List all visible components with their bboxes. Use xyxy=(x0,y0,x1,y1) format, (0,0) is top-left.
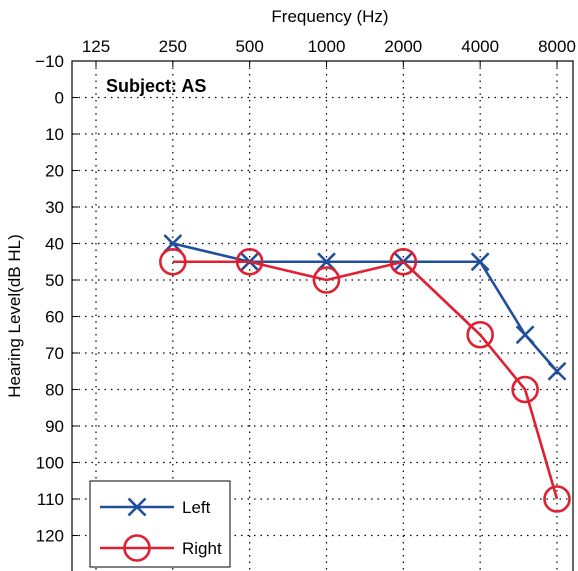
x-marker xyxy=(317,252,336,272)
y-tick-label: 70 xyxy=(45,344,64,363)
circle-marker xyxy=(466,320,494,349)
legend-item-right: Right xyxy=(100,534,222,562)
tick-layer: 125 250 500 1000 2000 4000 8000 −10 0 10 20 30 40 50 6… xyxy=(35,37,576,546)
x-tick-label: 250 xyxy=(159,37,187,56)
y-tick-label: 50 xyxy=(45,271,64,290)
y-axis-title: Hearing Level(dB HL) xyxy=(5,234,24,397)
plot-frame xyxy=(71,60,574,571)
x-marker xyxy=(470,252,490,272)
y-tick-label: 110 xyxy=(37,490,64,509)
legend-item-left: Left xyxy=(100,497,211,517)
y-tick-label: 30 xyxy=(45,198,64,217)
x-tick-label: 8000 xyxy=(538,37,576,56)
circle-marker xyxy=(235,247,264,276)
circle-marker xyxy=(543,485,571,513)
legend: Left Right xyxy=(89,480,231,568)
legend-items: Left Right xyxy=(100,497,222,562)
circle-marker xyxy=(389,247,418,276)
y-tick-label: 100 xyxy=(36,454,64,473)
grid-layer xyxy=(72,61,573,571)
y-tick-label: 10 xyxy=(45,125,64,144)
x-tick-label: 2000 xyxy=(384,37,422,56)
x-tick-label: 500 xyxy=(235,37,263,56)
x-marker xyxy=(127,497,147,517)
y-tick-label: 60 xyxy=(45,308,64,327)
y-tick-label: 90 xyxy=(45,417,64,436)
x-tick-label: 125 xyxy=(82,37,110,56)
series-line xyxy=(172,260,559,500)
y-tick-label: 0 xyxy=(55,89,64,108)
circle-marker xyxy=(123,534,151,562)
series-layer xyxy=(159,234,571,513)
circle-marker xyxy=(511,375,539,404)
legend-label: Right xyxy=(182,539,222,558)
y-tick-label: 120 xyxy=(36,527,64,546)
legend-label: Left xyxy=(182,498,211,517)
series-right xyxy=(159,247,571,513)
series-left xyxy=(163,234,567,381)
x-marker xyxy=(547,361,567,381)
x-axis-title: Frequency (Hz) xyxy=(271,7,388,26)
y-tick-label: 40 xyxy=(45,235,64,254)
subject-annotation: Subject: AS xyxy=(106,76,206,96)
y-tick-label: 20 xyxy=(45,162,64,181)
y-tick-label: 80 xyxy=(45,381,64,400)
circle-marker xyxy=(159,247,187,276)
x-tick-label: 1000 xyxy=(308,37,346,56)
x-tick-label: 4000 xyxy=(461,37,499,56)
circle-marker xyxy=(312,266,341,294)
x-marker xyxy=(163,234,183,253)
y-tick-label: −10 xyxy=(35,52,64,71)
legend-box xyxy=(89,480,231,568)
x-marker xyxy=(515,325,535,345)
